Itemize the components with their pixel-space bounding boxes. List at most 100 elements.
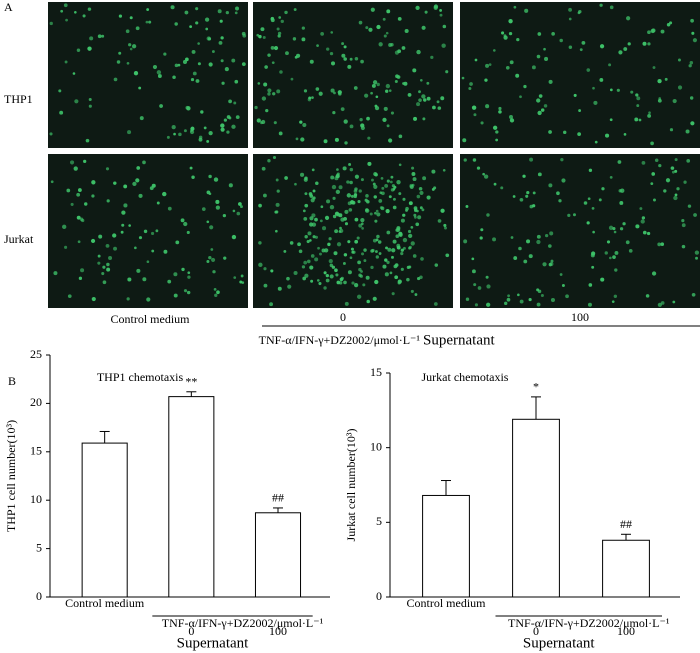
- cell-dot: [370, 7, 375, 12]
- cell-dot: [159, 104, 163, 108]
- cell-dot: [415, 222, 420, 227]
- cell-dot: [358, 267, 362, 272]
- cell-dot: [69, 160, 75, 165]
- cell-dot: [276, 27, 280, 31]
- cell-dot: [673, 195, 678, 201]
- cell-dot: [485, 275, 489, 279]
- cell-dot: [309, 239, 312, 242]
- cell-dot: [120, 230, 124, 234]
- cell-dot: [437, 219, 442, 223]
- cell-dot: [106, 267, 111, 272]
- cell-dot: [382, 17, 386, 21]
- cell-dot: [404, 28, 409, 34]
- cell-dot: [442, 24, 447, 29]
- cell-dot: [340, 107, 345, 112]
- cell-dot: [531, 65, 536, 70]
- cell-dot: [292, 37, 297, 41]
- cell-dot: [142, 160, 146, 165]
- cell-dot: [354, 187, 358, 191]
- cell-dot: [330, 88, 335, 93]
- cell-dot: [379, 206, 384, 210]
- cell-dot: [418, 90, 421, 94]
- cell-dot: [623, 47, 628, 51]
- cell-dot: [375, 95, 379, 99]
- cell-dot: [346, 193, 352, 198]
- cell-dot: [277, 31, 282, 36]
- cell-dot: [379, 191, 383, 195]
- cell-dot: [302, 209, 306, 213]
- cell-dot: [132, 181, 137, 186]
- cell-dot: [272, 155, 277, 160]
- cell-dot: [312, 189, 316, 193]
- cell-dot: [384, 272, 389, 277]
- cell-dot: [398, 163, 402, 167]
- cell-dot: [220, 127, 225, 132]
- cell-dot: [269, 302, 273, 307]
- cell-dot: [548, 183, 553, 188]
- cell-dot: [406, 277, 410, 282]
- cell-dot: [683, 180, 687, 184]
- cell-dot: [364, 93, 369, 98]
- cell-dot: [289, 241, 294, 245]
- cell-dot: [419, 206, 423, 210]
- cell-dot: [568, 7, 572, 12]
- cell-dot: [328, 237, 332, 241]
- cell-dot: [593, 100, 598, 105]
- cell-dot: [509, 118, 515, 123]
- cell-dot: [172, 75, 176, 80]
- cell-dot: [156, 201, 160, 205]
- cell-dot: [577, 132, 582, 136]
- cell-dot: [536, 288, 540, 292]
- cell-dot: [360, 178, 364, 182]
- cell-dot: [187, 275, 191, 279]
- cell-dot: [330, 175, 335, 180]
- cell-dot: [390, 43, 394, 47]
- cell-dot: [129, 47, 133, 51]
- cell-dot: [62, 224, 67, 229]
- cell-dot: [341, 53, 346, 58]
- cell-dot: [635, 93, 639, 97]
- cell-dot: [482, 172, 485, 176]
- cell-dot: [77, 240, 81, 244]
- cell-dot: [542, 262, 547, 267]
- cell-dot: [118, 14, 123, 18]
- cell-dot: [82, 14, 86, 18]
- cell-dot: [368, 27, 373, 32]
- cell-dot: [513, 5, 517, 9]
- cell-dot: [617, 160, 622, 164]
- cell-dot: [469, 82, 473, 86]
- micrograph: [48, 154, 248, 308]
- cell-dot: [522, 174, 526, 178]
- cell-dot: [185, 57, 189, 62]
- cell-dot: [689, 60, 694, 65]
- y-tick-label: 15: [30, 444, 42, 458]
- cell-dot: [338, 213, 343, 218]
- cell-dot: [162, 191, 167, 197]
- cell-dot: [308, 96, 312, 100]
- cell-dot: [402, 213, 406, 217]
- cell-dot: [316, 44, 319, 47]
- cell-dot: [444, 226, 447, 230]
- cell-dot: [138, 193, 143, 198]
- cell-dot: [526, 239, 531, 244]
- cell-dot: [695, 256, 698, 260]
- cell-dot: [195, 21, 199, 25]
- cell-dot: [301, 37, 306, 42]
- cell-dot: [335, 189, 341, 195]
- cell-dot: [471, 105, 477, 110]
- cell-dot: [192, 71, 197, 76]
- cell-dot: [344, 301, 349, 306]
- cell-dot: [690, 18, 694, 23]
- cell-dot: [116, 60, 121, 64]
- cell-dot: [174, 22, 178, 26]
- cell-dot: [523, 259, 528, 264]
- cell-dot: [209, 225, 214, 230]
- cell-dot: [391, 292, 395, 296]
- cell-dot: [267, 92, 271, 96]
- cell-dot: [559, 38, 563, 43]
- cell-dot: [486, 213, 490, 217]
- y-tick-label: 15: [370, 365, 382, 379]
- cell-dot: [138, 236, 143, 240]
- cell-dot: [357, 260, 361, 265]
- cell-dot: [641, 216, 646, 220]
